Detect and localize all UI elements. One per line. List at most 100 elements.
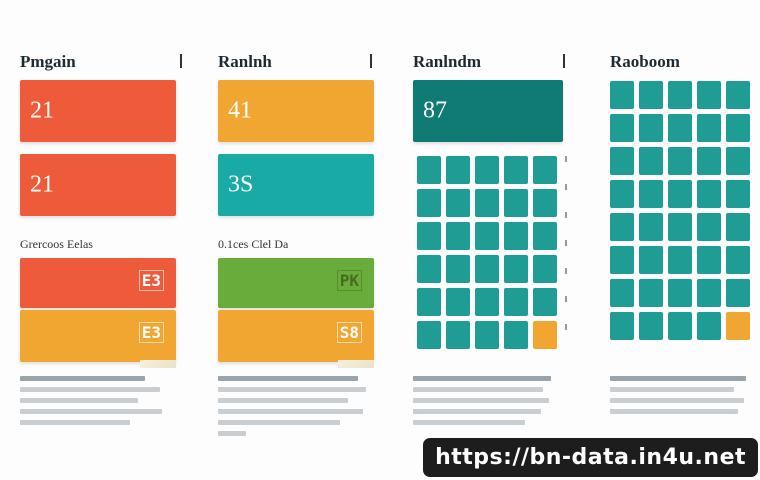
grid-tile[interactable] xyxy=(668,147,692,175)
grid-tile[interactable] xyxy=(610,312,634,340)
grid-tile[interactable] xyxy=(726,180,750,208)
grid-tile[interactable] xyxy=(639,147,663,175)
grid-tile[interactable] xyxy=(668,246,692,274)
grid-tile[interactable] xyxy=(504,156,528,184)
column-title: Pmgain xyxy=(20,52,76,71)
stat-card[interactable]: 87 xyxy=(413,80,563,142)
grid-tile[interactable] xyxy=(726,312,750,340)
grid-tile[interactable] xyxy=(726,279,750,307)
grid-tile[interactable] xyxy=(610,279,634,307)
tag-card[interactable]: E3 xyxy=(20,310,176,368)
grid-tile[interactable] xyxy=(475,255,499,283)
grid-tile[interactable] xyxy=(697,246,721,274)
grid-tile[interactable] xyxy=(417,288,441,316)
tile-grid xyxy=(610,81,750,340)
grid-tile[interactable] xyxy=(726,114,750,142)
stat-card[interactable]: 21 xyxy=(20,80,176,142)
grid-tile[interactable] xyxy=(504,288,528,316)
grid-tile[interactable] xyxy=(668,312,692,340)
grid-tile[interactable] xyxy=(639,114,663,142)
text-block-placeholder xyxy=(218,376,374,442)
card-tag: E3 xyxy=(138,322,164,343)
scroll-ticks xyxy=(565,156,567,352)
text-block-placeholder xyxy=(610,376,750,420)
stat-card[interactable]: 3S xyxy=(218,154,374,216)
grid-tile[interactable] xyxy=(697,213,721,241)
grid-tile[interactable] xyxy=(504,321,528,349)
grid-tile[interactable] xyxy=(639,81,663,109)
grid-tile[interactable] xyxy=(639,246,663,274)
section-subtitle: Grercoos Eelas xyxy=(20,237,93,251)
grid-tile[interactable] xyxy=(446,255,470,283)
grid-tile[interactable] xyxy=(697,81,721,109)
stat-value: 21 xyxy=(30,97,54,124)
grid-tile[interactable] xyxy=(697,279,721,307)
tag-card[interactable]: E3 xyxy=(20,258,176,308)
grid-tile[interactable] xyxy=(726,213,750,241)
grid-tile[interactable] xyxy=(533,288,557,316)
grid-tile[interactable] xyxy=(446,321,470,349)
grid-tile[interactable] xyxy=(446,288,470,316)
grid-tile[interactable] xyxy=(610,180,634,208)
grid-tile[interactable] xyxy=(417,222,441,250)
grid-tile[interactable] xyxy=(533,189,557,217)
grid-tile[interactable] xyxy=(533,156,557,184)
grid-tile[interactable] xyxy=(668,213,692,241)
column-divider xyxy=(370,54,372,68)
grid-tile[interactable] xyxy=(446,222,470,250)
grid-tile[interactable] xyxy=(668,114,692,142)
tag-card[interactable]: S8 xyxy=(218,310,374,368)
stat-value: 41 xyxy=(228,97,252,124)
grid-tile[interactable] xyxy=(533,255,557,283)
grid-tile[interactable] xyxy=(533,222,557,250)
grid-tile[interactable] xyxy=(668,81,692,109)
card-tag: E3 xyxy=(138,270,164,291)
grid-tile[interactable] xyxy=(726,246,750,274)
grid-tile[interactable] xyxy=(610,114,634,142)
card-tag: S8 xyxy=(336,322,362,343)
page-fold xyxy=(338,360,374,368)
grid-tile[interactable] xyxy=(417,189,441,217)
grid-tile[interactable] xyxy=(668,180,692,208)
grid-tile[interactable] xyxy=(475,288,499,316)
page-fold xyxy=(140,360,176,368)
column-divider xyxy=(180,54,182,68)
grid-tile[interactable] xyxy=(504,189,528,217)
grid-tile[interactable] xyxy=(417,321,441,349)
grid-tile[interactable] xyxy=(639,213,663,241)
stat-card[interactable]: 41 xyxy=(218,80,374,142)
grid-tile[interactable] xyxy=(610,147,634,175)
grid-tile[interactable] xyxy=(697,312,721,340)
column-title: Raoboom xyxy=(610,52,680,71)
grid-tile[interactable] xyxy=(697,114,721,142)
grid-tile[interactable] xyxy=(475,222,499,250)
grid-tile[interactable] xyxy=(504,255,528,283)
grid-tile[interactable] xyxy=(726,81,750,109)
grid-tile[interactable] xyxy=(668,279,692,307)
stat-card[interactable]: 21 xyxy=(20,154,176,216)
grid-tile[interactable] xyxy=(475,189,499,217)
grid-tile[interactable] xyxy=(697,180,721,208)
grid-tile[interactable] xyxy=(446,189,470,217)
grid-tile[interactable] xyxy=(446,156,470,184)
grid-tile[interactable] xyxy=(475,156,499,184)
grid-tile[interactable] xyxy=(697,147,721,175)
grid-tile[interactable] xyxy=(417,156,441,184)
grid-tile[interactable] xyxy=(504,222,528,250)
grid-tile[interactable] xyxy=(533,321,557,349)
grid-tile[interactable] xyxy=(726,147,750,175)
section-subtitle: 0.1ces Clel Da xyxy=(218,237,289,251)
stat-value: 87 xyxy=(423,97,447,124)
grid-tile[interactable] xyxy=(639,312,663,340)
grid-tile[interactable] xyxy=(610,81,634,109)
grid-tile[interactable] xyxy=(610,213,634,241)
grid-tile[interactable] xyxy=(639,180,663,208)
tile-grid xyxy=(417,156,557,349)
grid-tile[interactable] xyxy=(639,279,663,307)
card-tag: PK xyxy=(336,270,362,291)
column-title: Ranlnh xyxy=(218,52,272,71)
grid-tile[interactable] xyxy=(417,255,441,283)
tag-card[interactable]: PK xyxy=(218,258,374,308)
grid-tile[interactable] xyxy=(475,321,499,349)
grid-tile[interactable] xyxy=(610,246,634,274)
